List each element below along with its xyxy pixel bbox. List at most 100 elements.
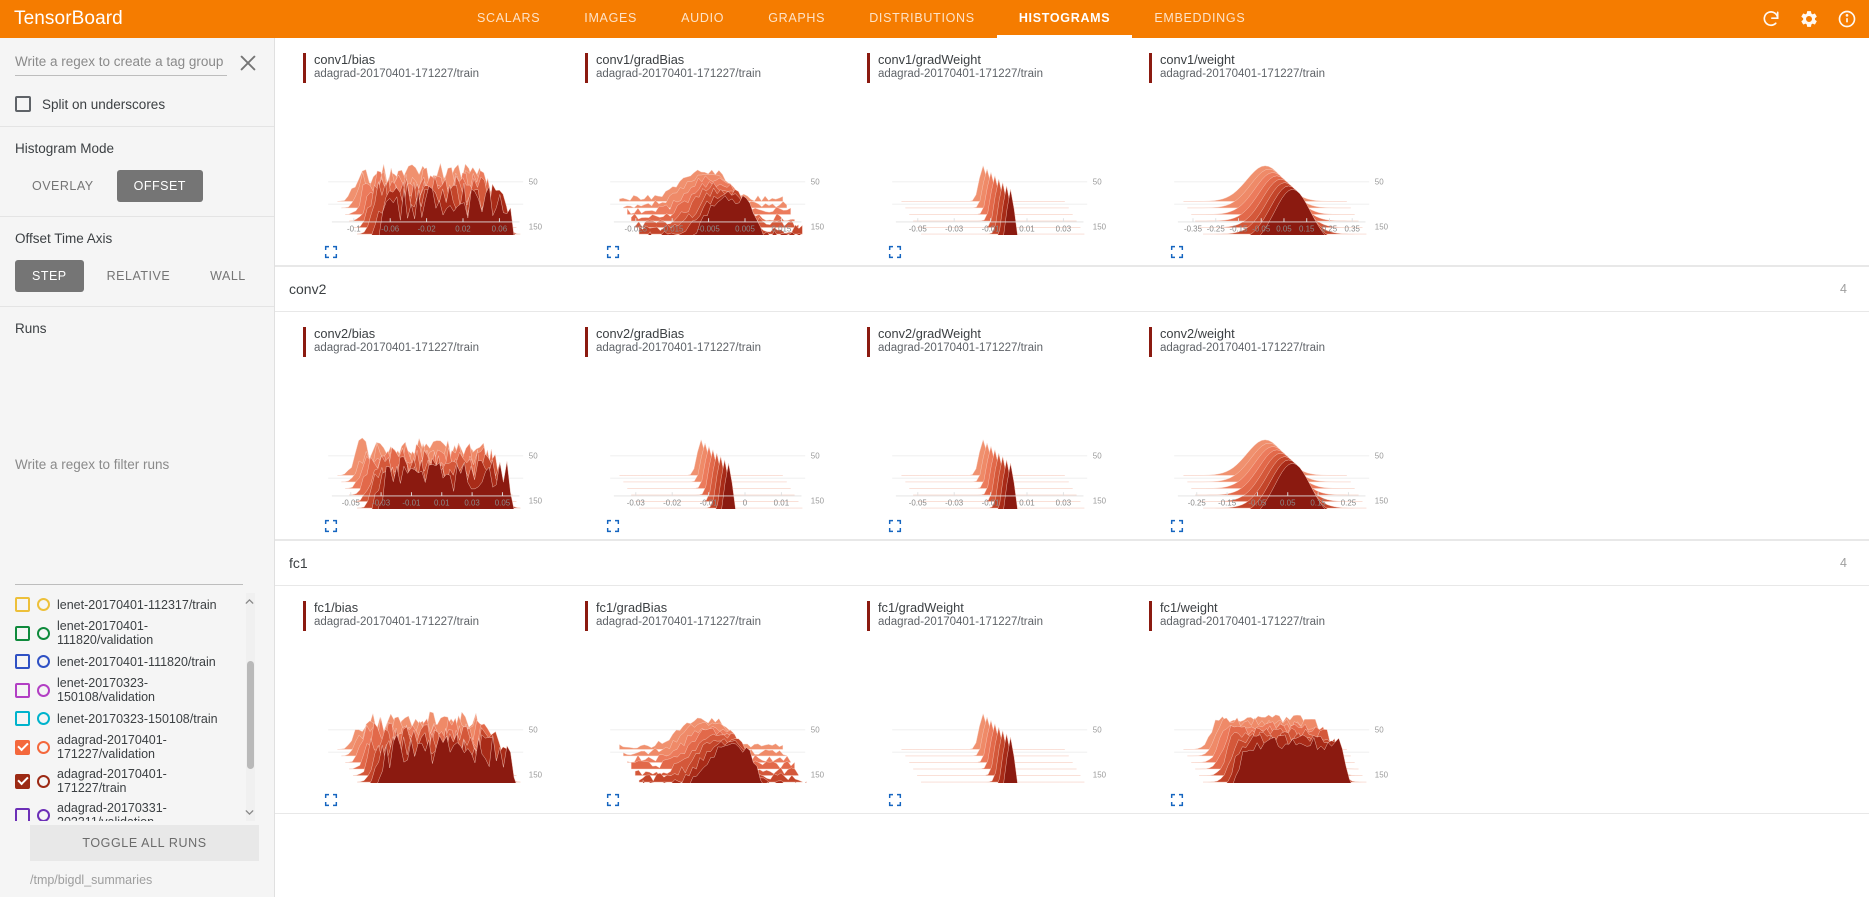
- histogram-plot[interactable]: 50 150: [303, 643, 553, 796]
- nav-tab-audio[interactable]: AUDIO: [681, 10, 725, 25]
- run-label[interactable]: adagrad-20170401-171227/train: [57, 767, 167, 795]
- run-color-swatch-icon[interactable]: [37, 626, 50, 640]
- histogram-card[interactable]: conv1/gradBias adagrad-20170401-171227/tr…: [585, 52, 867, 265]
- tag-regex-input[interactable]: [15, 52, 227, 76]
- histogram-plot[interactable]: 50 150 -0.1 -0.06 -0.02 0.02 0.06: [303, 95, 553, 248]
- histogram-plot[interactable]: 50 150: [867, 643, 1117, 796]
- fullscreen-expand-icon[interactable]: [887, 792, 903, 808]
- histogram-plot[interactable]: 50 150 -0.025 -0.015 -0.005 0.005 0.015: [585, 95, 835, 248]
- toggle-all-runs-button[interactable]: TOGGLE ALL RUNS: [30, 825, 259, 861]
- run-list-item[interactable]: lenet-20170401-111820/train: [15, 650, 255, 673]
- histogram-card[interactable]: conv2/bias adagrad-20170401-171227/train 5…: [303, 326, 585, 539]
- runs-scrollbar-thumb[interactable]: [247, 661, 254, 769]
- histogram-plot[interactable]: 50 150 -0.03 -0.02 -0.01 0 0.01: [585, 369, 835, 522]
- toggle-offset[interactable]: OFFSET: [116, 170, 203, 202]
- histogram-card[interactable]: conv1/gradWeight adagrad-20170401-171227/…: [867, 52, 1149, 265]
- run-list-item[interactable]: adagrad-20170401-171227/train: [15, 764, 255, 798]
- run-color-swatch-icon[interactable]: [37, 774, 50, 788]
- nav-tab-images[interactable]: IMAGES: [584, 10, 638, 25]
- toggle-step[interactable]: STEP: [15, 260, 84, 292]
- runs-list[interactable]: lenet-20170401-112317/train lenet-2017040…: [15, 593, 255, 821]
- run-list-item[interactable]: adagrad-20170401-171227/validation: [15, 730, 255, 764]
- run-label[interactable]: adagrad-20170331-202311/validation: [57, 801, 167, 821]
- info-icon[interactable]: [1837, 9, 1857, 29]
- fullscreen-expand-icon[interactable]: [323, 244, 339, 260]
- y-axis-tick-label: 50: [811, 726, 820, 735]
- histogram-plot[interactable]: 50 150 -0.35 -0.25 -0.15 -0.05 0.05 0.15 0.25 0.3…: [1149, 95, 1399, 248]
- run-checkbox[interactable]: [15, 625, 30, 641]
- run-checkbox[interactable]: [15, 654, 30, 669]
- run-list-item[interactable]: lenet-20170323-150108/validation: [15, 673, 255, 707]
- run-color-swatch-icon[interactable]: [37, 598, 50, 611]
- run-list-item[interactable]: lenet-20170401-111820/validation: [15, 616, 255, 650]
- run-color-swatch-icon[interactable]: [37, 740, 50, 754]
- run-color-swatch-icon[interactable]: [37, 808, 50, 821]
- tag-group-header[interactable]: conv2 4: [275, 266, 1869, 312]
- nav-tab-histograms[interactable]: HISTOGRAMS: [996, 0, 1133, 38]
- fullscreen-expand-icon[interactable]: [887, 518, 903, 534]
- histogram-card[interactable]: conv2/gradBias adagrad-20170401-171227/tr…: [585, 326, 867, 539]
- histogram-plot[interactable]: 50 150 -0.05 -0.03 -0.01 0.01 0.03: [867, 95, 1117, 248]
- run-color-swatch-icon[interactable]: [37, 683, 50, 697]
- histogram-card[interactable]: conv1/weight adagrad-20170401-171227/trai…: [1149, 52, 1431, 265]
- histogram-plot[interactable]: 50 150 -0.05 -0.03 -0.01 0.01 0.03 0.05: [303, 369, 553, 522]
- histogram-card[interactable]: fc1/bias adagrad-20170401-171227/train 50 1…: [303, 600, 585, 813]
- histogram-card[interactable]: conv2/weight adagrad-20170401-171227/trai…: [1149, 326, 1431, 539]
- close-icon[interactable]: [237, 52, 259, 74]
- fullscreen-expand-icon[interactable]: [1169, 792, 1185, 808]
- split-on-underscores-checkbox[interactable]: [15, 96, 31, 112]
- run-label[interactable]: lenet-20170323-150108/validation: [57, 676, 155, 704]
- toggle-wall[interactable]: WALL: [210, 269, 246, 283]
- run-list-item[interactable]: lenet-20170401-112317/train: [15, 593, 255, 616]
- settings-icon[interactable]: [1799, 9, 1819, 29]
- run-list-item[interactable]: adagrad-20170331-202311/validation: [15, 798, 255, 821]
- run-color-swatch-icon[interactable]: [37, 712, 50, 725]
- fullscreen-expand-icon[interactable]: [1169, 244, 1185, 260]
- histogram-plot[interactable]: 50 150: [1149, 643, 1399, 796]
- nav-tab-scalars[interactable]: SCALARS: [477, 10, 541, 25]
- histogram-card[interactable]: conv1/bias adagrad-20170401-171227/train 5…: [303, 52, 585, 265]
- run-checkbox[interactable]: [15, 682, 30, 698]
- run-label[interactable]: lenet-20170401-112317/train: [57, 597, 217, 612]
- histogram-card[interactable]: conv2/gradWeight adagrad-20170401-171227/…: [867, 326, 1149, 539]
- runs-scrollbar-track[interactable]: [246, 593, 255, 821]
- fullscreen-expand-icon[interactable]: [605, 244, 621, 260]
- run-checkbox[interactable]: [15, 597, 30, 612]
- histogram-card[interactable]: fc1/weight adagrad-20170401-171227/train 5…: [1149, 600, 1431, 813]
- fullscreen-expand-icon[interactable]: [323, 518, 339, 534]
- run-label[interactable]: lenet-20170323-150108/train: [57, 711, 218, 726]
- histogram-dashboard[interactable]: conv1/bias adagrad-20170401-171227/train 5…: [275, 38, 1869, 897]
- fullscreen-expand-icon[interactable]: [1169, 518, 1185, 534]
- nav-tab-graphs[interactable]: GRAPHS: [768, 10, 826, 25]
- histogram-card-run: adagrad-20170401-171227/train: [596, 342, 761, 354]
- histogram-plot[interactable]: 50 150 -0.25 -0.15 -0.05 0.05 0.15 0.25: [1149, 369, 1399, 522]
- run-checkbox[interactable]: [15, 711, 30, 726]
- chevron-up-icon[interactable]: [243, 595, 255, 608]
- runs-filter-input[interactable]: [15, 348, 243, 585]
- histogram-card[interactable]: fc1/gradWeight adagrad-20170401-171227/tr…: [867, 600, 1149, 813]
- toggle-relative[interactable]: RELATIVE: [106, 269, 171, 283]
- split-on-underscores-row[interactable]: Split on underscores: [15, 96, 259, 112]
- nav-tab-embeddings[interactable]: EMBEDDINGS: [1154, 10, 1246, 25]
- fullscreen-expand-icon[interactable]: [605, 518, 621, 534]
- histogram-plot[interactable]: 50 150 -0.05 -0.03 -0.01 0.01 0.03: [867, 369, 1117, 522]
- tag-group-header[interactable]: fc1 4: [275, 540, 1869, 586]
- fullscreen-expand-icon[interactable]: [323, 792, 339, 808]
- histogram-plot[interactable]: 50 150: [585, 643, 835, 796]
- run-list-item[interactable]: lenet-20170323-150108/train: [15, 707, 255, 730]
- run-label[interactable]: lenet-20170401-111820/train: [57, 654, 216, 669]
- chevron-down-icon[interactable]: [243, 806, 255, 819]
- fullscreen-expand-icon[interactable]: [605, 792, 621, 808]
- toggle-overlay[interactable]: OVERLAY: [32, 179, 94, 193]
- run-checkbox[interactable]: [15, 807, 30, 821]
- nav-tab-distributions[interactable]: DISTRIBUTIONS: [869, 10, 975, 25]
- run-checkbox[interactable]: [15, 739, 30, 755]
- run-color-swatch-icon[interactable]: [37, 655, 50, 668]
- run-checkbox[interactable]: [15, 773, 30, 789]
- fullscreen-expand-icon[interactable]: [887, 244, 903, 260]
- run-label[interactable]: lenet-20170401-111820/validation: [57, 619, 154, 647]
- histogram-card[interactable]: fc1/gradBias adagrad-20170401-171227/trai…: [585, 600, 867, 813]
- run-color-bar: [867, 53, 870, 83]
- run-label[interactable]: adagrad-20170401-171227/validation: [57, 733, 167, 761]
- refresh-icon[interactable]: [1761, 9, 1781, 29]
